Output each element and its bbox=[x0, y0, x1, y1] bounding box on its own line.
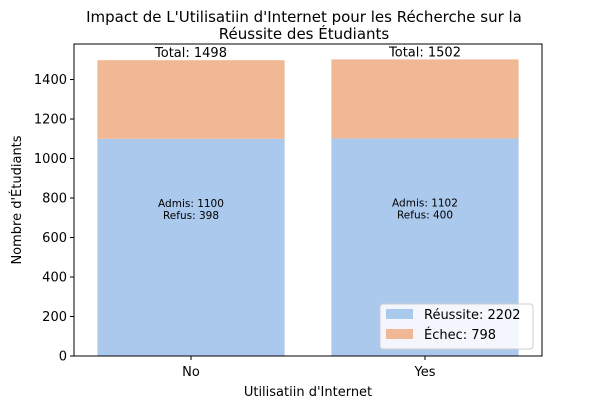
bar-inner-label-admis-no: Admis: 1100 bbox=[158, 198, 224, 210]
y-tick-label-200: 200 bbox=[42, 310, 67, 325]
y-tick-label-0: 0 bbox=[59, 350, 67, 365]
bar-inner-label-admis-yes: Admis: 1102 bbox=[392, 198, 458, 210]
x-axis-label: Utilisatiin d'Internet bbox=[244, 385, 372, 400]
ticks-layer: No Yes 0 200 400 600 800 1000 1200 1400 bbox=[34, 73, 436, 380]
y-axis-label: Nombre d'Étudiants bbox=[9, 135, 25, 264]
y-tick-label-800: 800 bbox=[42, 192, 67, 207]
legend-swatch-failure bbox=[386, 329, 413, 339]
legend-frame bbox=[379, 303, 534, 350]
bar-echec-no bbox=[97, 60, 285, 139]
total-label-no: Total: 1498 bbox=[154, 46, 227, 61]
y-tick-label-1400: 1400 bbox=[34, 73, 67, 88]
bar-reussite-no bbox=[97, 138, 285, 356]
plot-area-frame bbox=[73, 43, 543, 357]
bar-echec-yes bbox=[331, 59, 519, 139]
y-tick-label-1200: 1200 bbox=[34, 113, 67, 128]
x-tick-label-yes: Yes bbox=[414, 365, 436, 380]
total-label-yes: Total: 1502 bbox=[388, 45, 461, 60]
legend-swatch-success bbox=[386, 309, 413, 319]
bar-inner-label-refus-no: Refus: 398 bbox=[163, 210, 219, 222]
x-tick-label-no: No bbox=[182, 365, 200, 380]
y-tick-label-1000: 1000 bbox=[34, 152, 67, 167]
chart-title-line-2: Réussite des Étudiants bbox=[219, 24, 390, 43]
legend: Réussite: 2202 Échec: 798 bbox=[379, 303, 534, 350]
y-tick-label-600: 600 bbox=[42, 231, 67, 246]
legend-label-success: Réussite: 2202 bbox=[424, 308, 521, 323]
chart-title-line-1: Impact de L'Utilisatiin d'Internet pour … bbox=[86, 8, 522, 26]
bar-inner-label-refus-yes: Refus: 400 bbox=[397, 210, 453, 222]
legend-label-failure: Échec: 798 bbox=[424, 327, 496, 343]
bars-layer bbox=[97, 59, 519, 356]
y-tick-label-400: 400 bbox=[42, 271, 67, 286]
